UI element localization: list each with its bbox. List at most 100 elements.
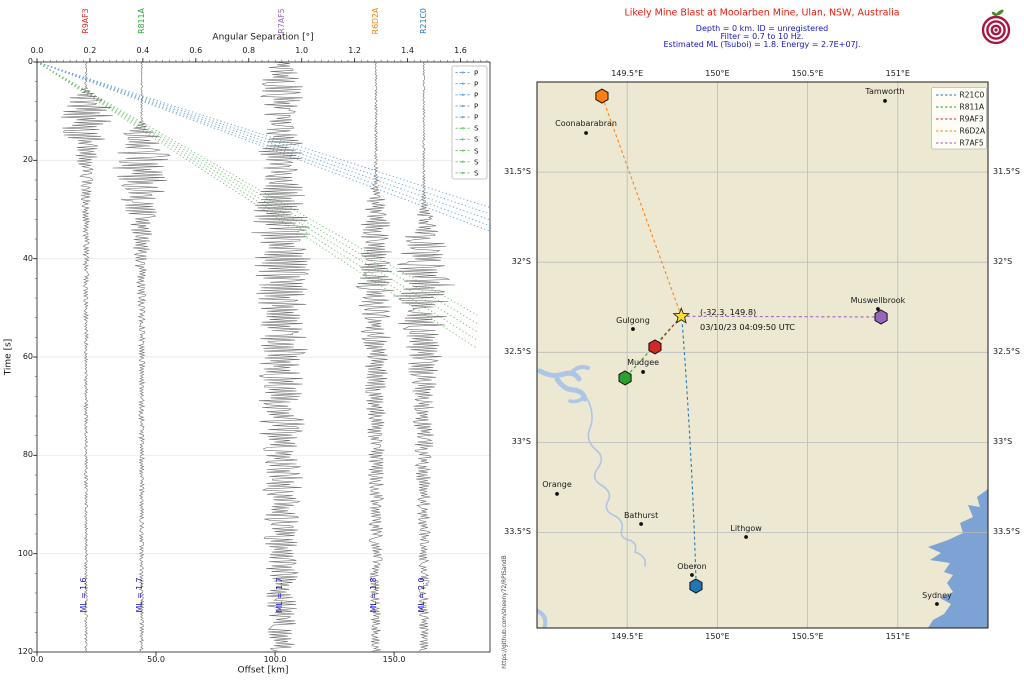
city-label-Mudgee: Mudgee [627, 358, 660, 368]
lat-tick-label-right: 33.5°S [993, 527, 1020, 537]
map-rivers [537, 365, 647, 628]
station-marker-R21C0 [689, 578, 703, 594]
legend-marker-dot [461, 149, 464, 152]
city-label-Muswellbrook: Muswellbrook [850, 295, 906, 305]
angular-separation-tick-label: 1.4 [401, 46, 414, 55]
city-label-Oberon: Oberon [677, 561, 707, 571]
time-tick-label: 100 [17, 548, 33, 558]
city-dot-Tamworth [883, 99, 887, 103]
s-arrival-line [36, 61, 478, 341]
map-legend-entry-R7AF5: R7AF5 [959, 138, 984, 148]
lat-tick-label-right: 31.5°S [993, 167, 1020, 177]
station-marker-R9AF3 [648, 339, 662, 355]
lat-tick-label-right: 33°S [993, 437, 1013, 447]
record-section-top-axis-label: Angular Separation [°] [212, 32, 314, 43]
legend-marker-dot [461, 93, 464, 96]
lon-tick-label-top: 150°E [705, 69, 730, 78]
station-label-R7AF5: R7AF5 [276, 8, 286, 34]
map-panel [536, 81, 989, 629]
raspberry-shake-logo [981, 9, 1011, 45]
legend-marker-dot [461, 104, 464, 108]
logo-ring [981, 15, 1011, 45]
p-arrival-line [36, 61, 491, 232]
figure-subtitle-line-1: Depth = 0 km. ID = unregistered [695, 23, 829, 33]
map-legend-entry-R811A: R811A [959, 102, 985, 112]
time-tick-label: 80 [22, 450, 33, 460]
station-trace-R7AF5 [251, 61, 311, 652]
offset-tick-label: 0.0 [30, 654, 44, 664]
city-dot-Orange [555, 492, 559, 496]
legend-entry-label: P [474, 112, 479, 122]
logo-ring [990, 24, 1002, 36]
city-dot-Lithgow [744, 535, 748, 539]
legend-entry-label: S [474, 123, 479, 133]
lat-tick-label-right: 32.5°S [993, 347, 1020, 357]
station-label-R811A: R811A [136, 8, 146, 34]
legend-marker-dot [461, 116, 464, 119]
map-land [537, 82, 988, 628]
record-section [33, 58, 491, 656]
ml-label-R811A: ML = 1.7 [134, 577, 144, 613]
legend-marker-dot [461, 82, 464, 85]
lat-tick-label-left: 31.5°S [504, 167, 531, 177]
lat-tick-label-left: 32°S [511, 257, 531, 267]
lat-tick-label-left: 33°S [511, 437, 531, 447]
station-trace-R21C0 [393, 61, 455, 652]
station-label-R6D2A: R6D2A [371, 7, 381, 35]
logo-ring [986, 20, 1006, 40]
map-legend [931, 87, 987, 150]
legend-entry-label: S [474, 134, 479, 144]
city-label-Sydney: Sydney [922, 590, 952, 600]
record-section-bottom-axis-label: Offset [km] [237, 665, 289, 676]
time-tick-label: 120 [17, 647, 33, 656]
lon-tick-label-top: 150.5°E [791, 69, 824, 78]
s-arrival-line [36, 61, 478, 324]
legend-marker-dot [461, 71, 464, 74]
angular-separation-tick-label: 1.2 [348, 46, 361, 55]
logo-leaf-icon [996, 9, 1004, 16]
angular-separation-tick-label: 1.0 [295, 46, 309, 55]
map-ocean [928, 489, 988, 628]
event-annotation-coords: (-32.3, 149.8) [700, 306, 757, 317]
p-arrival-line [36, 61, 491, 209]
lat-tick-label-left: 33.5°S [504, 527, 531, 537]
city-dot-Gulgong [631, 327, 635, 331]
angular-separation-tick-label: 0.0 [30, 46, 44, 55]
map-legend-entry-R6D2A: R6D2A [959, 126, 986, 136]
lon-tick-label-bottom: 151°E [885, 631, 910, 641]
city-label-Coonabarabran: Coonabarabran [555, 119, 617, 129]
figure-subtitle-line-3: Estimated ML (Tsuboi) = 1.8. Energy = 2.… [663, 39, 861, 49]
ml-label-R21C0: ML = 2.0 [416, 577, 426, 613]
logo-leaf-icon [991, 11, 998, 17]
station-marker-R6D2A [595, 88, 609, 104]
event-annotation-time: 03/10/23 04:09:50 UTC [700, 321, 795, 332]
city-dot-Mudgee [641, 370, 645, 374]
legend-marker-dot [461, 171, 464, 174]
time-tick-label: 0 [27, 57, 33, 66]
legend-entry-label: P [474, 101, 479, 111]
city-label-Tamworth: Tamworth [865, 87, 905, 97]
angular-separation-tick-label: 1.6 [454, 46, 467, 55]
legend-entry-label: P [474, 79, 479, 89]
offset-tick-label: 100.0 [263, 654, 287, 664]
legend-entry-label: S [474, 145, 479, 155]
city-label-Orange: Orange [542, 480, 572, 490]
record-section-y-axis-label: Time [s] [3, 338, 14, 376]
offset-tick-label: 150.0 [382, 654, 406, 664]
angular-separation-tick-label: 0.2 [83, 46, 97, 55]
lat-tick-label-left: 32.5°S [504, 347, 531, 357]
legend-entry-label: P [474, 67, 479, 77]
legend-marker-dot [461, 138, 464, 141]
p-arrival-line [36, 61, 491, 227]
city-label-Bathurst: Bathurst [623, 510, 659, 520]
lon-tick-label-top: 151°E [885, 69, 910, 78]
watermark-url: https://github.com/sheeny72/RPiSandB [502, 555, 509, 669]
lon-tick-label-bottom: 149.5°E [611, 631, 644, 641]
map-legend-entry-R21C0: R21C0 [959, 90, 985, 100]
s-arrival-line [36, 61, 478, 333]
legend-entry-label: S [474, 157, 479, 167]
ml-label-R6D2A: ML = 1.8 [369, 577, 379, 613]
station-marker-R7AF5 [874, 309, 888, 325]
